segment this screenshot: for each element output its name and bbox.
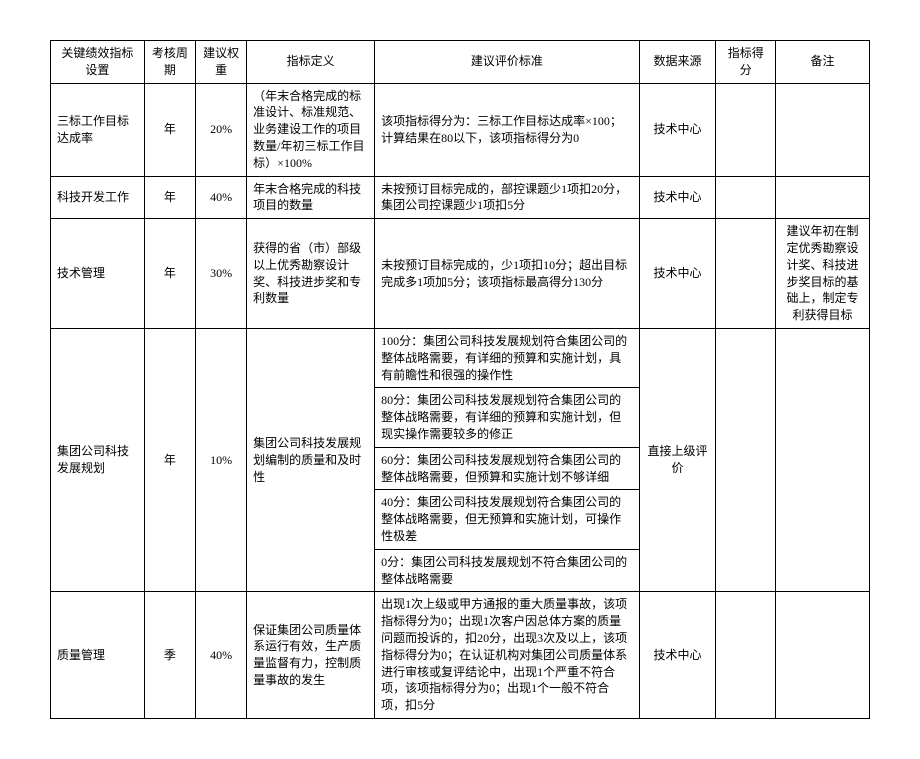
cell-criteria: 40分：集团公司科技发展规划符合集团公司的整体战略需要，但无预算和实施计划，可操…: [375, 490, 639, 549]
cell-score: [716, 328, 776, 591]
cell-criteria: 未按预订目标完成的，部控课题少1项扣20分，集团公司控课题少1项扣5分: [375, 176, 639, 219]
kpi-table: 关键绩效指标设置 考核周期 建议权重 指标定义 建议评价标准 数据来源 指标得分…: [50, 40, 870, 719]
th-note: 备注: [776, 41, 870, 84]
cell-source: 技术中心: [639, 176, 716, 219]
cell-criteria: 该项指标得分为：三标工作目标达成率×100；计算结果在80以下，该项指标得分为0: [375, 83, 639, 176]
cell-name: 三标工作目标达成率: [51, 83, 145, 176]
th-name: 关键绩效指标设置: [51, 41, 145, 84]
cell-criteria: 出现1次上级或甲方通报的重大质量事故，该项指标得分为0；出现1次客户因总体方案的…: [375, 592, 639, 719]
cell-source: 技术中心: [639, 219, 716, 329]
cell-weight: 20%: [196, 83, 247, 176]
cell-criteria: 100分：集团公司科技发展规划符合集团公司的整体战略需要，有详细的预算和实施计划…: [375, 328, 639, 387]
th-source: 数据来源: [639, 41, 716, 84]
cell-weight: 40%: [196, 176, 247, 219]
cell-score: [716, 219, 776, 329]
cell-source: 直接上级评价: [639, 328, 716, 591]
cell-criteria: 未按预订目标完成的，少1项扣10分；超出目标完成多1项加5分；该项指标最高得分1…: [375, 219, 639, 329]
cell-def: 保证集团公司质量体系运行有效，生产质量监督有力，控制质量事故的发生: [247, 592, 375, 719]
cell-criteria: 60分：集团公司科技发展规划符合集团公司的整体战略需要，但预算和实施计划不够详细: [375, 447, 639, 490]
cell-weight: 40%: [196, 592, 247, 719]
cell-score: [716, 592, 776, 719]
table-row: 科技开发工作年40%年末合格完成的科技项目的数量未按预订目标完成的，部控课题少1…: [51, 176, 870, 219]
cell-score: [716, 83, 776, 176]
table-header-row: 关键绩效指标设置 考核周期 建议权重 指标定义 建议评价标准 数据来源 指标得分…: [51, 41, 870, 84]
cell-note: 建议年初在制定优秀勘察设计奖、科技进步奖目标的基础上，制定专利获得目标: [776, 219, 870, 329]
cell-source: 技术中心: [639, 592, 716, 719]
th-score: 指标得分: [716, 41, 776, 84]
table-body: 三标工作目标达成率年20%（年末合格完成的标准设计、标准规范、业务建设工作的项目…: [51, 83, 870, 718]
cell-cycle: 季: [144, 592, 195, 719]
cell-note: [776, 176, 870, 219]
cell-def: 获得的省（市）部级以上优秀勘察设计奖、科技进步奖和专利数量: [247, 219, 375, 329]
cell-weight: 10%: [196, 328, 247, 591]
table-row: 质量管理季40%保证集团公司质量体系运行有效，生产质量监督有力，控制质量事故的发…: [51, 592, 870, 719]
cell-note: [776, 328, 870, 591]
cell-name: 质量管理: [51, 592, 145, 719]
cell-name: 集团公司科技发展规划: [51, 328, 145, 591]
cell-name: 科技开发工作: [51, 176, 145, 219]
cell-def: 年末合格完成的科技项目的数量: [247, 176, 375, 219]
table-row: 三标工作目标达成率年20%（年末合格完成的标准设计、标准规范、业务建设工作的项目…: [51, 83, 870, 176]
cell-note: [776, 592, 870, 719]
cell-def: （年末合格完成的标准设计、标准规范、业务建设工作的项目数量/年初三标工作目标）×…: [247, 83, 375, 176]
cell-name: 技术管理: [51, 219, 145, 329]
cell-criteria: 80分：集团公司科技发展规划符合集团公司的整体战略需要，有详细的预算和实施计划，…: [375, 388, 639, 447]
cell-cycle: 年: [144, 83, 195, 176]
cell-weight: 30%: [196, 219, 247, 329]
th-crit: 建议评价标准: [375, 41, 639, 84]
th-cycle: 考核周期: [144, 41, 195, 84]
cell-cycle: 年: [144, 219, 195, 329]
cell-def: 集团公司科技发展规划编制的质量和及时性: [247, 328, 375, 591]
cell-source: 技术中心: [639, 83, 716, 176]
cell-criteria: 0分：集团公司科技发展规划不符合集团公司的整体战略需要: [375, 549, 639, 592]
cell-cycle: 年: [144, 328, 195, 591]
cell-cycle: 年: [144, 176, 195, 219]
th-weight: 建议权重: [196, 41, 247, 84]
table-row: 技术管理年30%获得的省（市）部级以上优秀勘察设计奖、科技进步奖和专利数量未按预…: [51, 219, 870, 329]
cell-score: [716, 176, 776, 219]
th-def: 指标定义: [247, 41, 375, 84]
cell-note: [776, 83, 870, 176]
table-row: 集团公司科技发展规划年10%集团公司科技发展规划编制的质量和及时性100分：集团…: [51, 328, 870, 387]
